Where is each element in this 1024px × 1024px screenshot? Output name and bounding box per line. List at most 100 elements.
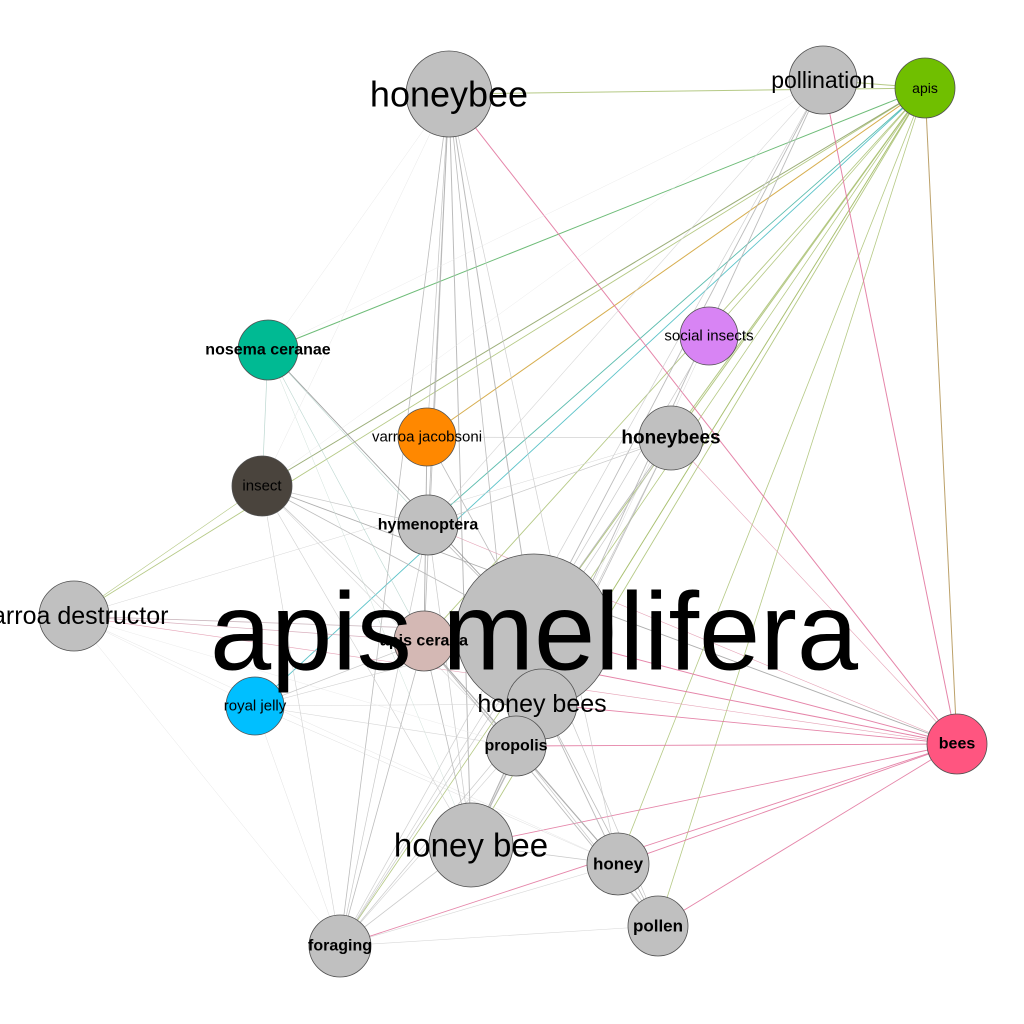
edge-bees-honeybees: [670, 437, 958, 745]
node-apis[interactable]: [894, 57, 956, 119]
edge-apis-insect: [261, 87, 926, 487]
node-label-social-insects: social insects: [664, 328, 753, 345]
node-pollination[interactable]: [788, 45, 858, 115]
edge-apis-varroa-destructor: [73, 87, 926, 617]
edge-varroa-destructor-apis-cerana: [73, 615, 425, 642]
node-hymenoptera[interactable]: [397, 494, 459, 556]
edge-honeybee-nosema-ceranae: [267, 93, 450, 351]
node-pollen[interactable]: [627, 895, 689, 957]
node-varroa-destructor[interactable]: [38, 580, 110, 652]
edge-apis-pollen: [657, 87, 926, 927]
node-label-apis: apis: [912, 80, 938, 96]
edge-bees-pollination: [822, 79, 958, 745]
edge-apis-cerana-foraging: [339, 640, 425, 947]
edge-varroa-destructor-honey: [73, 615, 619, 865]
edge-royal-jelly-propolis: [254, 705, 517, 747]
edges-layer: [73, 79, 958, 947]
edge-apis-varroa-jacobsoni: [426, 87, 926, 438]
edge-pollination-foraging: [339, 79, 824, 947]
edge-hymenoptera-foraging: [339, 524, 429, 947]
edge-royal-jelly-honey: [254, 705, 619, 865]
node-label-bees: bees: [939, 736, 976, 753]
edge-honeybee-apis-cerana: [423, 93, 450, 642]
edge-royal-jelly-honey-bees: [254, 703, 543, 707]
edge-pollination-apis-mellifera: [533, 79, 824, 633]
edge-varroa-destructor-foraging: [73, 615, 341, 947]
node-varroa-jacobsoni[interactable]: [397, 407, 457, 467]
edge-honeybee-apis-mellifera: [448, 93, 535, 633]
node-honeybee[interactable]: [405, 50, 493, 138]
edge-apis-nosema-ceranae: [267, 87, 926, 351]
edge-insect-apis-cerana: [261, 485, 425, 642]
edge-pollination-insect: [261, 79, 824, 487]
edge-honey-foraging: [339, 863, 619, 947]
node-label-varroa-destructor: varroa destructor: [0, 602, 168, 630]
node-label-apis-cerana: apis cerana: [380, 633, 468, 650]
edge-varroa-destructor-propolis: [73, 615, 517, 747]
node-label-foraging: foraging: [308, 938, 372, 955]
edge-honeybee-foraging: [339, 93, 450, 947]
node-foraging[interactable]: [308, 914, 372, 978]
edge-nosema-ceranae-hymenoptera: [267, 349, 429, 526]
edge-apis-bees: [924, 87, 958, 745]
node-label-honeybee: honeybee: [370, 74, 528, 115]
edge-propolis-foraging: [339, 745, 517, 947]
node-label-royal-jelly: royal jelly: [224, 698, 287, 715]
edge-varroa-destructor-honeybees: [73, 437, 672, 617]
nodes-layer: [38, 45, 988, 978]
edge-honeybees-hymenoptera: [427, 437, 672, 526]
edge-bees-honeybee: [448, 93, 958, 745]
node-label-nosema-ceranae: nosema ceranae: [205, 342, 331, 359]
edge-nosema-ceranae-honey-bee: [267, 349, 472, 846]
node-label-varroa-jacobsoni: varroa jacobsoni: [372, 429, 482, 446]
node-insect[interactable]: [231, 455, 293, 517]
node-apis-cerana[interactable]: [393, 610, 455, 672]
edge-bees-honey-bees: [541, 703, 958, 745]
node-honey[interactable]: [586, 832, 650, 896]
node-label-apis-mellifera: apis mellifera: [210, 571, 859, 694]
node-honey-bee[interactable]: [428, 802, 514, 888]
edge-apis-hymenoptera: [427, 87, 926, 526]
edge-bees-propolis: [515, 743, 958, 747]
edge-apis-apis-mellifera: [533, 87, 926, 633]
edge-insect-honey-bee: [261, 485, 472, 846]
edge-apis-honey: [617, 87, 926, 865]
node-label-honeybees: honeybees: [621, 428, 720, 449]
node-propolis[interactable]: [485, 715, 547, 777]
node-label-insect: insect: [242, 478, 282, 495]
node-label-propolis: propolis: [484, 738, 547, 755]
edge-honeybee-insect: [261, 93, 450, 487]
node-label-pollination: pollination: [771, 67, 875, 93]
edge-pollination-nosema-ceranae: [267, 79, 824, 351]
node-social-insects[interactable]: [679, 306, 739, 366]
edge-apis-royal-jelly: [254, 87, 926, 707]
edge-bees-honey-bee: [470, 743, 958, 846]
edge-pollination-hymenoptera: [427, 79, 824, 526]
node-label-hymenoptera: hymenoptera: [378, 517, 479, 534]
edge-honey-bees-pollen: [541, 703, 659, 927]
node-label-honey-bee: honey bee: [394, 827, 548, 864]
edge-varroa-destructor-insect: [73, 485, 263, 617]
node-nosema-ceranae[interactable]: [237, 319, 299, 381]
edge-bees-foraging: [339, 743, 958, 947]
node-label-honey-bees: honey bees: [477, 690, 606, 718]
edge-insect-foraging: [261, 485, 341, 947]
node-label-pollen: pollen: [633, 917, 683, 936]
node-label-honey: honey: [593, 855, 644, 874]
labels-layer: apis mellifera honeybee pollination apis soc…: [0, 67, 975, 955]
node-honeybees[interactable]: [638, 405, 704, 471]
edge-apis-social-insects: [708, 87, 926, 337]
edge-honeybee-varroa-jacobsoni: [426, 93, 450, 438]
edge-bees-pollen: [657, 743, 958, 927]
edge-hymenoptera-honey-bee: [427, 524, 472, 846]
edge-nosema-ceranae-apis-cerana: [267, 349, 425, 642]
edge-bees-honey: [617, 743, 958, 865]
edge-propolis-pollen: [515, 745, 659, 927]
node-bees[interactable]: [926, 713, 988, 775]
edge-honeybee-honey-bee: [448, 93, 472, 846]
edge-foraging-royal-jelly: [254, 705, 341, 947]
edge-varroa-jacobsoni-honeybees: [426, 436, 672, 439]
edge-pollen-foraging: [339, 925, 659, 947]
node-royal-jelly[interactable]: [225, 676, 285, 736]
